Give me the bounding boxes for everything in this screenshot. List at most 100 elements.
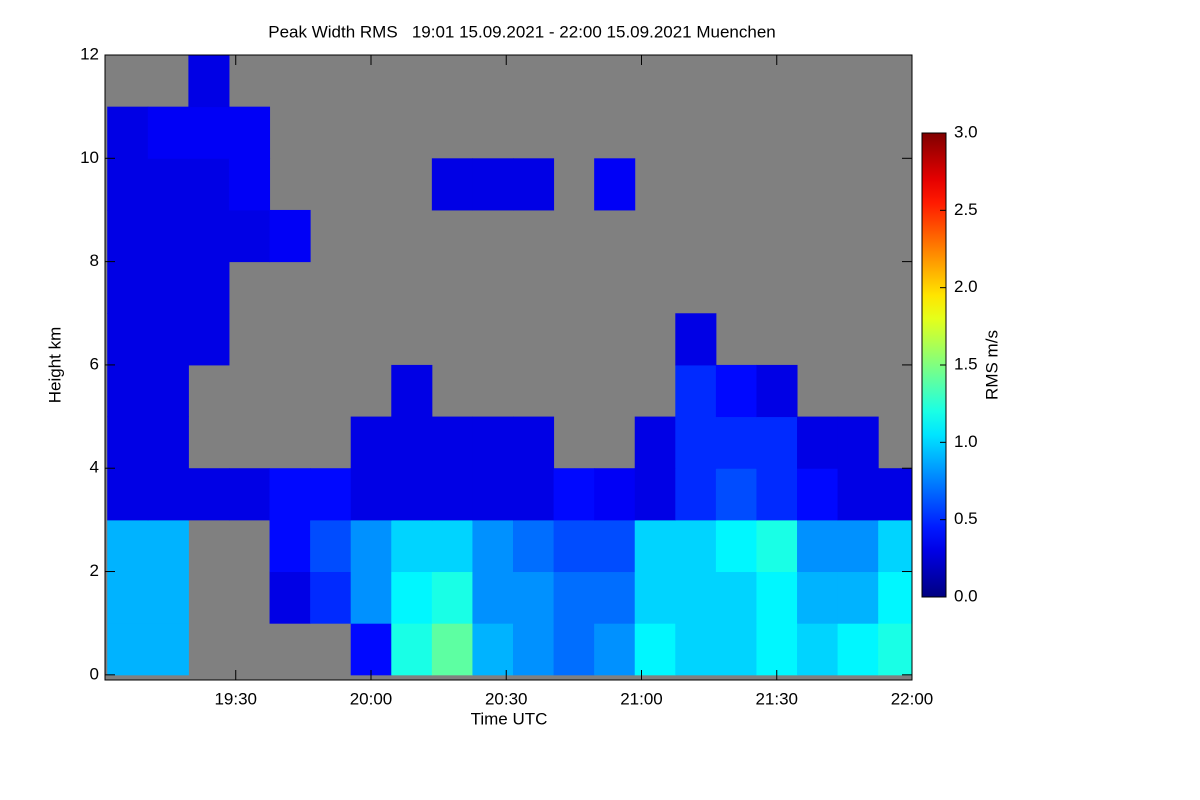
x-tick-label: 20:30 — [485, 689, 528, 708]
heatmap-cell — [797, 468, 839, 521]
chart-title: Peak Width RMS 19:01 15.09.2021 - 22:00 … — [268, 22, 776, 41]
y-tick-label: 8 — [90, 251, 99, 270]
heatmap-cell — [147, 468, 189, 521]
colorbar-label: RMS m/s — [982, 330, 1001, 400]
heatmap-cell — [756, 416, 798, 469]
heatmap-cell — [188, 261, 230, 314]
colorbar-tick-label: 0.0 — [954, 586, 978, 605]
heatmap — [107, 55, 912, 676]
heatmap-cell — [715, 468, 757, 521]
heatmap-cell — [472, 468, 514, 521]
plot-frame — [104, 54, 913, 681]
heatmap-cell — [188, 313, 230, 366]
heatmap-cell — [350, 571, 392, 624]
heatmap-cell — [634, 519, 676, 573]
y-tick-label: 0 — [90, 664, 99, 683]
heatmap-cell — [269, 209, 311, 263]
heatmap-cell — [107, 364, 149, 418]
colorbar-tick-label: 1.5 — [954, 354, 978, 373]
heatmap-cell — [797, 623, 839, 676]
y-tick-label: 6 — [90, 354, 99, 373]
heatmap-cell — [675, 571, 717, 624]
heatmap-cell — [675, 519, 717, 573]
x-tick-label: 22:00 — [891, 689, 934, 708]
heatmap-cell — [756, 364, 798, 418]
colorbar-tick-label: 2.0 — [954, 277, 978, 296]
heatmap-cell — [147, 571, 189, 624]
heatmap-cell — [147, 106, 189, 159]
heatmap-cell — [107, 519, 149, 573]
heatmap-cell — [107, 416, 149, 469]
heatmap-cell — [634, 468, 676, 521]
heatmap-cell — [715, 623, 757, 676]
heatmap-cell — [553, 519, 595, 573]
heatmap-cell — [269, 519, 311, 573]
heatmap-cell — [350, 416, 392, 469]
heatmap-cell — [634, 571, 676, 624]
heatmap-cell — [147, 623, 189, 676]
heatmap-cell — [513, 416, 555, 469]
heatmap-cell — [513, 468, 555, 521]
heatmap-cell — [472, 416, 514, 469]
heatmap-cell — [472, 158, 514, 211]
heatmap-cell — [472, 571, 514, 624]
heatmap-cell — [878, 468, 912, 521]
heatmap-cell — [878, 623, 912, 676]
heatmap-cell — [107, 623, 149, 676]
heatmap-cell — [350, 623, 392, 676]
heatmap-cell — [594, 158, 636, 211]
heatmap-cell — [107, 571, 149, 624]
heatmap-cell — [310, 468, 352, 521]
heatmap-cell — [391, 416, 433, 469]
heatmap-cell — [391, 519, 433, 573]
heatmap-cell — [878, 571, 912, 624]
heatmap-cell — [797, 571, 839, 624]
heatmap-cell — [228, 209, 271, 263]
y-axis-label: Height km — [45, 327, 64, 404]
heatmap-cell — [188, 106, 230, 159]
heatmap-cell — [594, 623, 636, 676]
x-axis-label: Time UTC — [471, 709, 548, 728]
heatmap-cell — [228, 158, 271, 211]
heatmap-cell — [188, 209, 230, 263]
heatmap-cell — [269, 571, 311, 624]
heatmap-cell — [228, 106, 271, 159]
heatmap-cell — [513, 158, 555, 211]
x-tick-label: 19:30 — [214, 689, 257, 708]
heatmap-cell — [715, 416, 757, 469]
heatmap-cell — [310, 519, 352, 573]
heatmap-cell — [837, 519, 879, 573]
heatmap-cell — [147, 416, 189, 469]
heatmap-cell — [147, 158, 189, 211]
heatmap-cell — [431, 416, 473, 469]
heatmap-cell — [431, 158, 473, 211]
heatmap-cell — [797, 416, 839, 469]
heatmap-cell — [431, 468, 473, 521]
heatmap-cell — [594, 519, 636, 573]
heatmap-cell — [188, 468, 230, 521]
heatmap-cell — [391, 468, 433, 521]
heatmap-cell — [107, 261, 149, 314]
heatmap-cell — [553, 623, 595, 676]
heatmap-cell — [391, 571, 433, 624]
heatmap-cell — [675, 364, 717, 418]
heatmap-cell — [513, 623, 555, 676]
heatmap-cell — [594, 468, 636, 521]
heatmap-cell — [715, 571, 757, 624]
x-tick-label: 21:00 — [620, 689, 663, 708]
heatmap-cell — [147, 313, 189, 366]
heatmap-cell — [594, 571, 636, 624]
heatmap-cell — [756, 468, 798, 521]
colorbar-tick-label: 0.5 — [954, 509, 978, 528]
heatmap-cell — [837, 571, 879, 624]
heatmap-cell — [513, 519, 555, 573]
heatmap-cell — [675, 313, 717, 366]
heatmap-cell — [675, 468, 717, 521]
heatmap-cell — [107, 106, 149, 159]
heatmap-cell — [675, 623, 717, 676]
y-tick-label: 10 — [80, 148, 99, 167]
y-tick-label: 2 — [90, 561, 99, 580]
heatmap-cell — [715, 519, 757, 573]
heatmap-cell — [391, 364, 433, 418]
heatmap-cell — [837, 623, 879, 676]
